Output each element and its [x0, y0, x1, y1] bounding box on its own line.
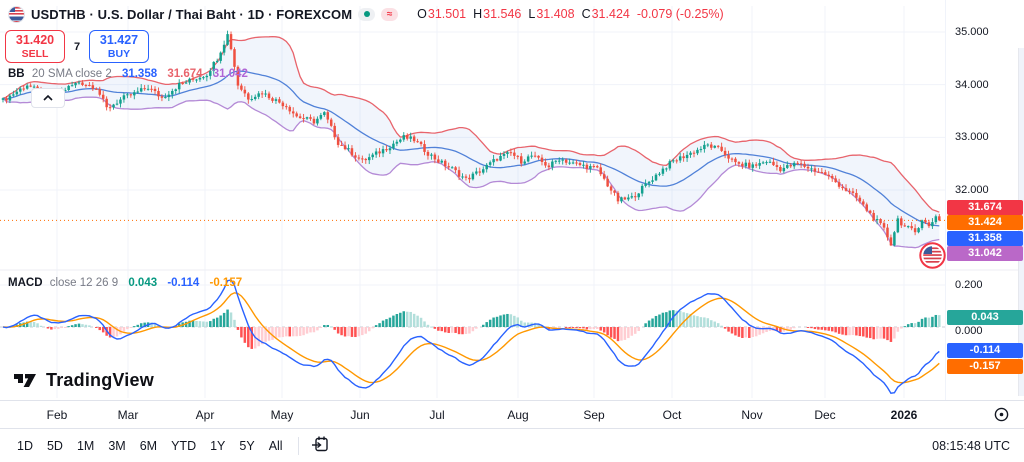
buy-price: 31.427: [99, 33, 139, 48]
range-button-all[interactable]: All: [262, 435, 290, 457]
go-to-date-button[interactable]: [307, 433, 334, 459]
low-label: L: [528, 7, 536, 21]
range-buttons: 1D 5D 1M 3M 6M YTD 1Y 5Y All: [10, 435, 290, 457]
price-tick-label: 32.000: [955, 184, 989, 196]
month-label-jun[interactable]: Jun: [350, 408, 370, 422]
open-label: O: [417, 7, 427, 21]
month-label-may[interactable]: May: [270, 408, 294, 422]
macd-main-line: [2, 279, 940, 394]
month-label-sep[interactable]: Sep: [583, 408, 605, 422]
symbol-title[interactable]: USDTHB · U.S. Dollar / Thai Baht · 1D · …: [31, 6, 353, 22]
range-button-5d[interactable]: 5D: [40, 435, 70, 457]
candles: [1, 30, 941, 247]
tradingview-logo-text: TradingView: [46, 370, 154, 390]
range-button-3m[interactable]: 3M: [101, 435, 132, 457]
macd-params: close 12 26 9: [49, 277, 119, 289]
range-button-6m[interactable]: 6M: [133, 435, 164, 457]
delayed-data-icon[interactable]: ≈: [381, 7, 399, 21]
close-value: 31.424: [591, 7, 630, 21]
collapse-panel-button[interactable]: [31, 88, 65, 108]
macd-signal-value: -0.157: [209, 277, 243, 289]
range-button-1m[interactable]: 1M: [70, 435, 101, 457]
symbol-flag-icon: [8, 5, 25, 23]
ohlc-readout: O 31.501 H 31.546 L 31.408 C 31.424 -0.079 (…: [410, 7, 724, 21]
macd-legend[interactable]: MACD close 12 26 9 0.043 -0.114 -0.157: [8, 277, 242, 289]
bb-basis-value: 31.358: [121, 68, 158, 80]
session-clock[interactable]: 08:15:48 UTC: [932, 438, 1010, 453]
macd-histogram: [5, 309, 941, 349]
month-label-jul[interactable]: Jul: [429, 408, 445, 422]
range-button-5y[interactable]: 5Y: [232, 435, 261, 457]
sell-price: 31.420: [15, 33, 55, 48]
price-badge: 0.043: [947, 310, 1023, 326]
month-label-apr[interactable]: Apr: [195, 408, 215, 422]
price-tick-label: 34.000: [955, 78, 989, 91]
tradingview-mark-icon: [14, 374, 36, 387]
month-label-nov[interactable]: Nov: [741, 408, 763, 422]
month-label-oct[interactable]: Oct: [662, 408, 682, 422]
range-button-1y[interactable]: 1Y: [203, 435, 232, 457]
macd-name: MACD: [8, 277, 43, 289]
price-tick-label: 35.000: [955, 26, 989, 38]
price-tick-label: 33.000: [955, 131, 989, 144]
high-label: H: [473, 7, 483, 21]
price-scale[interactable]: 35.000 34.000 33.000 32.000 0.200 0.000 31.674…: [945, 0, 1024, 400]
bollinger-legend[interactable]: BB 20 SMA close 2 31.358 31.674 31.042: [8, 68, 248, 80]
macd-tick-label: 0.000: [955, 325, 983, 337]
toolbar-divider: [297, 436, 299, 455]
month-label-2026[interactable]: 2026: [890, 408, 918, 422]
range-button-1d[interactable]: 1D: [10, 435, 40, 457]
bb-lower-value: 31.042: [212, 68, 248, 80]
month-label-aug[interactable]: Aug: [507, 408, 529, 422]
macd-tick-label: 0.200: [955, 279, 983, 291]
bb-params: 20 SMA close 2: [31, 68, 112, 80]
price-badge: -0.157: [947, 358, 1023, 374]
bb-name: BB: [8, 68, 25, 80]
bottom-toolbar: 1D 5D 1M 3M 6M YTD 1Y 5Y All 08:15:48 UTC: [0, 428, 1024, 462]
sell-label: SELL: [21, 47, 49, 60]
low-value: 31.408: [536, 7, 575, 21]
macd-lines: [2, 279, 940, 394]
macd-line-value: -0.114: [167, 277, 200, 289]
scale-settings-gear-icon[interactable]: [993, 406, 1010, 428]
sell-button[interactable]: 31.420 SELL: [5, 30, 65, 63]
time-scale[interactable]: Feb Mar Apr May Jun Jul Aug Sep Oct Nov Dec 2026: [0, 400, 1024, 428]
buy-button[interactable]: 31.427 BUY: [89, 30, 149, 63]
price-badge: 31.358: [947, 230, 1023, 246]
buy-label: BUY: [107, 47, 131, 60]
open-value: 31.501: [427, 7, 467, 21]
month-label-dec[interactable]: Dec: [814, 408, 836, 422]
price-badge: 31.424: [947, 215, 1023, 231]
month-label-feb[interactable]: Feb: [46, 408, 68, 422]
macd-hist-value: 0.043: [128, 277, 158, 289]
range-button-ytd[interactable]: YTD: [164, 435, 203, 457]
change-value: -0.079 (-0.25%): [636, 7, 724, 21]
spread-value: 7: [73, 40, 81, 53]
symbol-header: USDTHB · U.S. Dollar / Thai Baht · 1D · …: [0, 0, 1024, 28]
chevron-up-icon: [43, 95, 53, 101]
close-label: C: [581, 7, 591, 21]
price-badge: -0.114: [947, 343, 1023, 359]
bb-upper-value: 31.674: [167, 68, 203, 80]
market-open-dot-icon: [363, 11, 370, 17]
macd-signal-line: [2, 292, 940, 384]
broker-flag-icon: [919, 242, 946, 274]
price-badge: 31.674: [947, 199, 1023, 215]
tradingview-logo[interactable]: TradingView: [14, 370, 154, 391]
month-label-mar[interactable]: Mar: [117, 408, 139, 422]
high-value: 31.546: [483, 7, 522, 21]
price-badge: 31.042: [947, 246, 1023, 262]
market-open-indicator[interactable]: [358, 7, 376, 21]
trade-panel: 31.420 SELL 7 31.427 BUY: [5, 30, 149, 63]
calendar-goto-icon: [311, 436, 328, 451]
